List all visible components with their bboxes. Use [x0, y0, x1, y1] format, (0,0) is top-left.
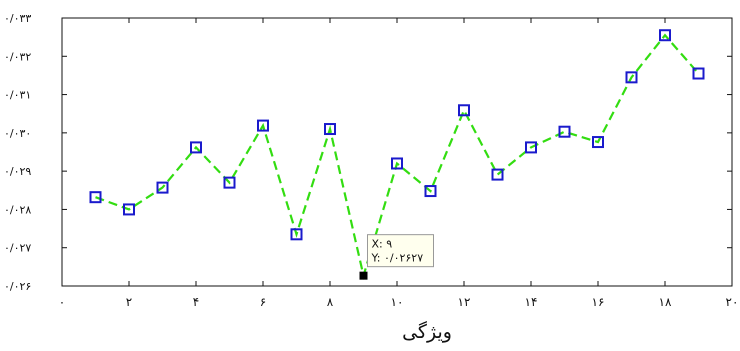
datatip-y-text: Y: ۰/۰۲۶۲۷: [371, 252, 424, 265]
y-tick-label: ۰/۰۳۰: [4, 127, 31, 140]
data-point-marker: [89, 191, 102, 204]
data-point-marker: [491, 168, 504, 181]
datatip: X: ۹ Y: ۰/۰۲۶۲۷: [367, 234, 434, 268]
data-point-marker: [290, 228, 303, 241]
y-tick-label: ۰/۰۲۷: [4, 242, 31, 255]
data-point-marker: [458, 104, 470, 117]
data-point-marker: [592, 136, 604, 149]
data-point-marker: [625, 71, 638, 84]
y-tick-label: ۰/۰۳۱: [4, 89, 31, 102]
datatip-box: [367, 234, 434, 268]
datatip-x-text: X: ۹: [372, 238, 393, 251]
x-tick-label: ۲۰: [726, 295, 739, 309]
y-tick-label: ۰/۰۲۸: [4, 203, 31, 216]
data-point-marker: [558, 125, 571, 138]
data-point-marker: [190, 141, 202, 154]
x-tick-label: ۰: [59, 295, 65, 309]
y-tick-label: ۰/۰۳۲: [4, 50, 31, 63]
data-point-marker: [692, 67, 705, 80]
data-point-marker: [424, 185, 437, 198]
x-tick-label: ۸: [327, 295, 334, 309]
chart-series: [89, 29, 705, 280]
data-point-marker: [391, 157, 403, 170]
chart-ticks: ۰ ۲ ۴ ۶ ۸ ۱۰ ۱۲ ۱۴ ۱۶ ۱۸ ۲۰ ۰/۰۲۶ ۰/۰۲۷ ۰/۰۲۸ ۰/۰۲۹ ۰/۰…: [4, 12, 738, 309]
x-axis-label: ویژگی: [402, 320, 452, 343]
x-tick-label: ۱۶: [592, 295, 605, 309]
data-point-marker: [324, 123, 336, 136]
y-tick-label: ۰/۰۲۹: [4, 165, 31, 178]
x-tick-label: ۱۸: [659, 295, 672, 309]
x-tick-label: ۴: [193, 295, 199, 309]
data-point-marker: [525, 141, 537, 154]
x-tick-label: ۱۴: [525, 295, 538, 309]
series-line: [95, 33, 700, 280]
x-tick-label: ۲: [126, 295, 132, 309]
data-point-marker: [156, 181, 169, 194]
x-tick-label: ۶: [260, 295, 266, 309]
selected-data-point: [359, 271, 368, 280]
x-tick-label: ۱۰: [391, 295, 404, 309]
data-point-marker: [223, 176, 236, 189]
data-point-marker: [257, 119, 269, 132]
x-tick-label: ۱۲: [458, 295, 471, 309]
data-point-marker: [659, 29, 671, 42]
data-point-marker: [123, 203, 135, 216]
y-tick-label: ۰/۰۲۶: [4, 280, 31, 293]
y-tick-label: ۰/۰۳۳: [4, 12, 31, 25]
